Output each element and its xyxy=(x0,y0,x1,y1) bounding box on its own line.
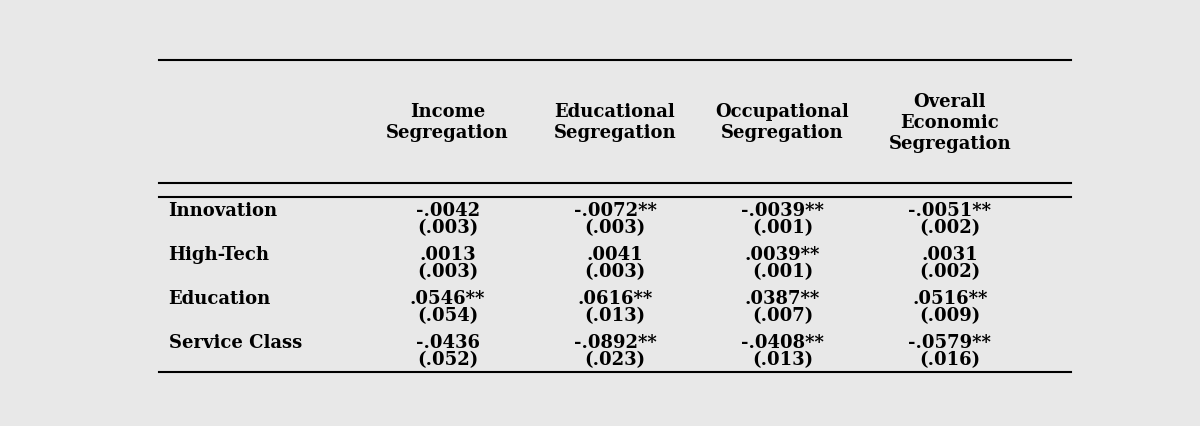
Text: Occupational
Segregation: Occupational Segregation xyxy=(715,103,850,142)
Text: -.0039**: -.0039** xyxy=(740,201,824,219)
Text: -.0436: -.0436 xyxy=(415,333,480,351)
Text: (.052): (.052) xyxy=(416,351,479,368)
Text: .0546**: .0546** xyxy=(410,289,485,307)
Text: Income
Segregation: Income Segregation xyxy=(386,103,509,142)
Text: -.0892**: -.0892** xyxy=(574,333,656,351)
Text: (.003): (.003) xyxy=(416,263,479,281)
Text: (.003): (.003) xyxy=(584,219,646,237)
Text: (.001): (.001) xyxy=(751,263,814,281)
Text: -.0051**: -.0051** xyxy=(908,201,991,219)
Text: Educational
Segregation: Educational Segregation xyxy=(553,103,677,142)
Text: .0041: .0041 xyxy=(587,245,643,263)
Text: -.0072**: -.0072** xyxy=(574,201,656,219)
Text: .0616**: .0616** xyxy=(577,289,653,307)
Text: (.054): (.054) xyxy=(416,307,479,325)
Text: High-Tech: High-Tech xyxy=(168,245,270,263)
Text: (.023): (.023) xyxy=(584,351,646,368)
Text: .0013: .0013 xyxy=(419,245,476,263)
Text: .0039**: .0039** xyxy=(745,245,820,263)
Text: (.002): (.002) xyxy=(919,219,980,237)
Text: .0031: .0031 xyxy=(922,245,978,263)
Text: (.007): (.007) xyxy=(751,307,814,325)
Text: (.003): (.003) xyxy=(584,263,646,281)
Text: -.0579**: -.0579** xyxy=(908,333,991,351)
Text: (.002): (.002) xyxy=(919,263,980,281)
Text: -.0042: -.0042 xyxy=(415,201,480,219)
Text: Innovation: Innovation xyxy=(168,201,277,219)
Text: (.013): (.013) xyxy=(584,307,646,325)
Text: .0516**: .0516** xyxy=(912,289,988,307)
Text: (.016): (.016) xyxy=(919,351,980,368)
Text: (.003): (.003) xyxy=(416,219,479,237)
Text: -.0408**: -.0408** xyxy=(740,333,824,351)
Text: (.001): (.001) xyxy=(751,219,814,237)
Text: Education: Education xyxy=(168,289,271,307)
Text: (.013): (.013) xyxy=(752,351,812,368)
Text: .0387**: .0387** xyxy=(745,289,820,307)
Text: (.009): (.009) xyxy=(919,307,980,325)
Text: Service Class: Service Class xyxy=(168,333,302,351)
Text: Overall
Economic
Segregation: Overall Economic Segregation xyxy=(888,93,1012,152)
